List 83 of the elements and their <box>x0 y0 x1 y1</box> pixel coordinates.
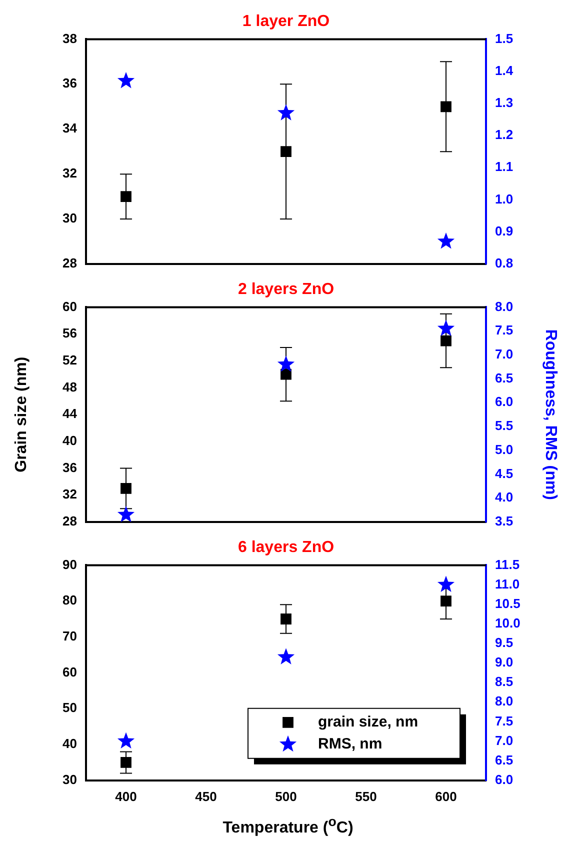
y-tick-label: 32 <box>62 166 77 181</box>
point <box>437 232 455 249</box>
y-tick-label: 34 <box>62 120 78 136</box>
y2-tick-label: 5.0 <box>495 442 514 457</box>
y-tick-label: 40 <box>62 736 77 752</box>
point <box>440 335 452 346</box>
point <box>440 596 452 607</box>
point <box>117 732 135 749</box>
point <box>120 757 132 768</box>
legend-label: RMS, nm <box>318 736 382 753</box>
point <box>120 191 132 202</box>
y2-tick-label: 7.5 <box>495 322 514 338</box>
y-tick-label: 30 <box>62 772 77 787</box>
y-tick-label: 32 <box>62 486 77 502</box>
y-tick-label: 80 <box>62 592 77 608</box>
point <box>437 320 455 336</box>
y-tick-label: 30 <box>62 210 77 226</box>
point <box>280 368 292 380</box>
y-tick-label: 90 <box>62 556 77 572</box>
y-tick-label: 48 <box>62 379 77 394</box>
y-tick-label: 50 <box>62 700 77 716</box>
y2-tick-label: 1.3 <box>495 95 514 110</box>
x-tick-label: 450 <box>195 788 217 804</box>
point <box>117 506 135 522</box>
y2-tick-label: 4.0 <box>495 490 514 505</box>
point <box>280 614 292 624</box>
y2-tick-label: 1.5 <box>495 30 514 46</box>
y-tick-label: 38 <box>62 30 77 46</box>
x-tick-label: 400 <box>115 788 137 804</box>
y2-tick-label: 6.0 <box>495 394 514 410</box>
y2-tick-label: 1.2 <box>495 127 514 142</box>
y2-tick-label: 7.0 <box>495 732 514 748</box>
x-axis-title: Temperature ($^{o}$C) <box>222 814 354 838</box>
y2-tick-label: 1.4 <box>495 62 514 78</box>
x-tick-label: 550 <box>355 788 377 804</box>
y-tick-label: 70 <box>62 628 77 644</box>
y2-tick-label: 8.0 <box>495 298 514 314</box>
legend-label: grain size, nm <box>318 714 418 731</box>
y-tick-label: 56 <box>62 326 77 341</box>
y2-tick-label: 10.0 <box>495 615 520 630</box>
y2-tick-label: 0.9 <box>495 223 514 238</box>
y2-tick-label: 11.0 <box>495 576 520 592</box>
y2-tick-label: 6.5 <box>495 752 514 768</box>
point <box>117 72 135 88</box>
y2-tick-label: 6.5 <box>495 370 514 386</box>
y2-tick-label: 7.0 <box>495 346 514 362</box>
y2-tick-label: 3.5 <box>495 514 514 529</box>
y-tick-label: 36 <box>62 76 77 91</box>
y2-tick-label: 0.8 <box>495 256 514 271</box>
y2-tick-label: 4.5 <box>495 466 514 481</box>
point <box>440 101 452 112</box>
y2-tick-label: 11.5 <box>495 556 520 572</box>
y2-tick-label: 1.1 <box>495 159 514 174</box>
y2-tick-label: 1.0 <box>495 191 514 206</box>
y-tick-label: 52 <box>62 352 77 368</box>
y-tick-label: 40 <box>62 433 77 448</box>
y2-tick-label: 7.5 <box>495 713 514 728</box>
y2-tick-label: 10.5 <box>495 596 520 611</box>
chart-title: 1 layer ZnO <box>242 13 330 30</box>
y2-tick-label: 6.0 <box>495 772 514 787</box>
chart-title: 6 layers ZnO <box>238 539 334 556</box>
point <box>437 576 455 592</box>
y2-axis-title: Roughness, RMS (nm) <box>542 329 559 500</box>
y2-tick-label: 8.5 <box>495 674 514 690</box>
point <box>277 104 295 120</box>
point <box>277 355 295 372</box>
y2-tick-label: 5.5 <box>495 418 514 434</box>
point <box>120 482 132 494</box>
y2-tick-label: 9.0 <box>495 654 514 670</box>
y-tick-label: 28 <box>62 256 77 271</box>
y-tick-label: 28 <box>62 514 77 529</box>
y-tick-label: 36 <box>62 460 77 475</box>
y2-tick-label: 8.0 <box>495 694 514 709</box>
y-tick-label: 60 <box>62 664 77 680</box>
y2-tick-label: 9.5 <box>495 635 514 650</box>
x-tick-label: 500 <box>275 788 297 804</box>
chart-title: 2 layers ZnO <box>238 281 334 298</box>
y-axis-title: Grain size (nm) <box>13 356 30 472</box>
x-tick-label: 600 <box>435 788 457 804</box>
y-tick-label: 60 <box>62 298 77 314</box>
point <box>280 146 292 158</box>
point <box>277 648 295 664</box>
y-tick-label: 44 <box>62 406 78 422</box>
